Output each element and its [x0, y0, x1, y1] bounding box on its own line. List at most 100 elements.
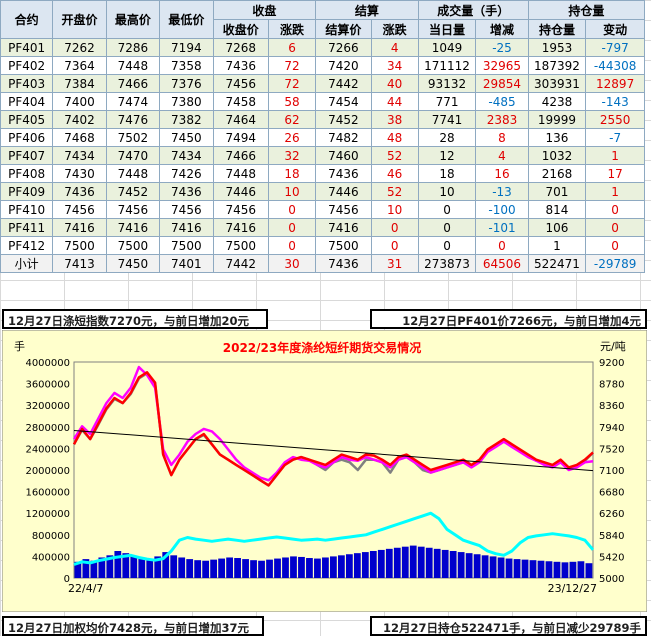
cell-cc: 6 [267, 38, 317, 57]
volume-bar [218, 558, 226, 578]
volume-bar [226, 557, 233, 578]
cell-v: 171112 [417, 56, 477, 75]
cell-l: 7382 [159, 110, 214, 129]
volume-bar [425, 547, 433, 578]
cell-v: 18 [417, 164, 477, 183]
cell-cp: 7500 [212, 236, 270, 255]
volume-bar [521, 559, 529, 578]
volume-bar [465, 553, 473, 578]
cell-oi: 1 [527, 236, 587, 255]
cell-v: 273873 [417, 254, 477, 273]
volume-bar [82, 559, 90, 578]
cell-oc: 0 [585, 218, 645, 237]
table-row: PF401 7262 7286 7194 7268 6 7266 4 1049 -25 1953 -7… [0, 38, 645, 57]
volume-bar [98, 557, 106, 578]
volume-bar [585, 563, 593, 578]
cell-oi: 814 [527, 200, 587, 219]
cell-h: 7452 [105, 182, 161, 201]
cell-sp: 7452 [315, 110, 372, 129]
cell-c: PF403 [0, 74, 54, 93]
cell-vc: -100 [475, 200, 529, 219]
header-settle-group: 结算 [315, 0, 419, 20]
volume-bar [529, 560, 537, 578]
plot-area [73, 361, 594, 579]
volume-bar [545, 561, 553, 578]
cell-sc: 10 [370, 200, 419, 219]
left-tick-label: 400000 [32, 552, 70, 563]
cell-cp: 7416 [212, 218, 270, 237]
volume-bar [298, 556, 305, 578]
right-tick-label: 9200 [599, 358, 624, 369]
table-row: PF406 7468 7502 7450 7494 26 7482 48 28 8 136 -7 [0, 128, 645, 147]
cell-oi: 1032 [527, 146, 587, 165]
right-tick-label: 6260 [599, 509, 624, 520]
left-axis-unit: 手 [14, 339, 25, 353]
cell-l: 7450 [159, 128, 214, 147]
right-tick-label: 8780 [599, 380, 624, 391]
cell-sp: 7482 [315, 128, 372, 147]
cell-v: 93132 [417, 74, 477, 93]
right-tick-label: 7100 [599, 466, 624, 477]
volume-bar [154, 556, 162, 578]
cell-sp: 7442 [315, 74, 372, 93]
cell-oi: 522471 [527, 254, 587, 273]
volume-bar [537, 560, 545, 578]
left-tick-label: 1200000 [25, 509, 70, 520]
table-row: PF411 7416 7416 7416 7416 0 7416 0 0 -101 106 0 [0, 218, 645, 237]
cell-oi: 1953 [527, 38, 587, 57]
cell-h: 7502 [105, 128, 161, 147]
cell-v: 10 [417, 182, 477, 201]
volume-bar [505, 558, 513, 578]
cell-cp: 7456 [212, 74, 270, 93]
cell-l: 7358 [159, 56, 214, 75]
cell-o: 7384 [52, 74, 107, 93]
cell-oi: 19999 [527, 110, 587, 129]
cell-cc: 0 [267, 236, 317, 255]
header-volume-group: 成交量（手） [417, 0, 529, 20]
cell-oc: 0 [585, 200, 645, 219]
header-volume-today: 当日量 [417, 19, 477, 39]
cell-vc: 8 [475, 128, 529, 147]
cell-sp: 7420 [315, 56, 372, 75]
volume-bar [234, 558, 241, 578]
cell-oc: -797 [585, 38, 645, 57]
cell-v: 1049 [417, 38, 477, 57]
cell-sp: 7266 [315, 38, 372, 57]
x-end-label: 23/12/27 [548, 582, 597, 595]
cell-sp: 7460 [315, 146, 372, 165]
volume-bar [377, 549, 385, 578]
volume-bar [242, 559, 249, 578]
cell-v: 7741 [417, 110, 477, 129]
cell-c: PF405 [0, 110, 54, 129]
volume-bar [306, 558, 313, 578]
cell-c: PF407 [0, 146, 54, 165]
cell-l: 7436 [159, 182, 214, 201]
cell-h: 7416 [105, 218, 161, 237]
cell-l: 7416 [159, 218, 214, 237]
cell-sc: 44 [370, 92, 419, 111]
cell-oi: 701 [527, 182, 587, 201]
cell-c: PF410 [0, 200, 54, 219]
cell-o: 7262 [52, 38, 107, 57]
quote-table: 合约 开盘价 最高价 最低价 收盘 结算 成交量（手） 持仓量 收盘价 涨跌 结… [0, 0, 646, 273]
cell-sp: 7416 [315, 218, 372, 237]
volume-bar [290, 556, 297, 578]
cell-o: 7400 [52, 92, 107, 111]
volume-bar [282, 557, 289, 578]
cell-oc: 1 [585, 182, 645, 201]
volume-bar [162, 552, 170, 578]
volume-bar [417, 546, 425, 578]
left-tick-label: 1600000 [25, 488, 70, 499]
cell-v: 12 [417, 146, 477, 165]
cell-o: 7500 [52, 236, 107, 255]
volume-bar [146, 559, 154, 578]
volume-bar [361, 552, 369, 578]
cell-oc: 2550 [585, 110, 645, 129]
volume-bar [409, 545, 417, 578]
cell-vc: -101 [475, 218, 529, 237]
table-row: PF404 7400 7474 7380 7458 58 7454 44 771 -485 4238… [0, 92, 645, 111]
cell-sc: 52 [370, 146, 419, 165]
cell-sc: 31 [370, 254, 419, 273]
volume-bar [186, 559, 194, 578]
volume-bar [345, 554, 353, 578]
